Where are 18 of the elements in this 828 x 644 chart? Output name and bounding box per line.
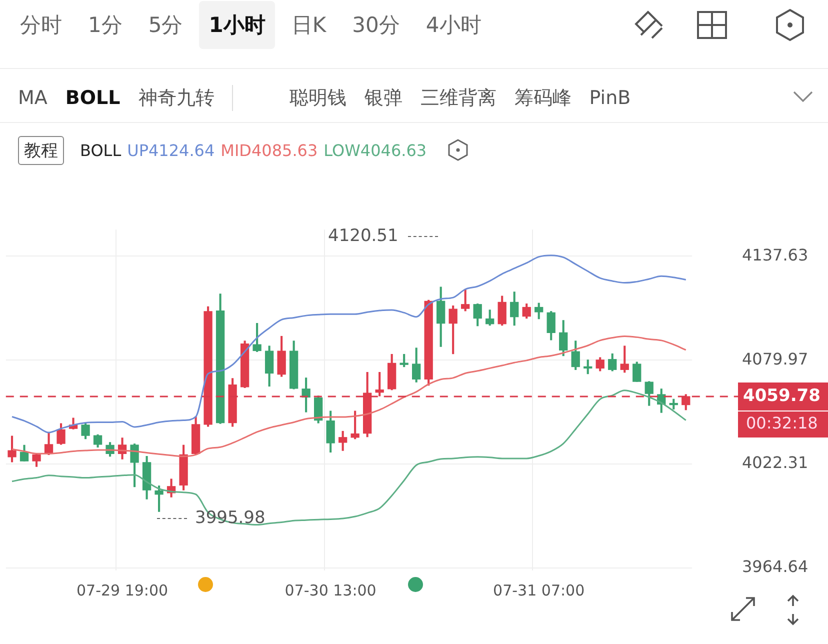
y-tick-label: 3964.64 [742, 557, 808, 576]
line-series [11, 390, 687, 526]
annotation: 4120.51 [327, 226, 400, 246]
text: UP4124.64 [127, 140, 215, 160]
text: 00:32:18 [746, 414, 818, 433]
y-tick-label: 4079.97 [742, 349, 808, 368]
legend-title: BOLL [80, 140, 122, 160]
x-tick-label: 07-30 13:00 [284, 581, 376, 600]
y-tick-label: 4022.31 [742, 453, 808, 472]
text: 分时 1分 5分 1小时 日K 30分 4小时 [20, 13, 482, 37]
text: LOW4046.63 [324, 140, 427, 160]
text: MA BOLL 神奇九转 聪明钱 银弹 三维背离 筹码峰 PinB [18, 87, 631, 109]
x-tick-label: 07-31 07:00 [493, 581, 585, 600]
y-tick-label: 4137.63 [742, 245, 808, 264]
text: 教程 [18, 136, 64, 164]
ref-line-label: 4059.78 [743, 386, 820, 406]
x-tick-label: 07-29 19:00 [76, 581, 168, 600]
text: MID4085.63 [220, 140, 318, 160]
